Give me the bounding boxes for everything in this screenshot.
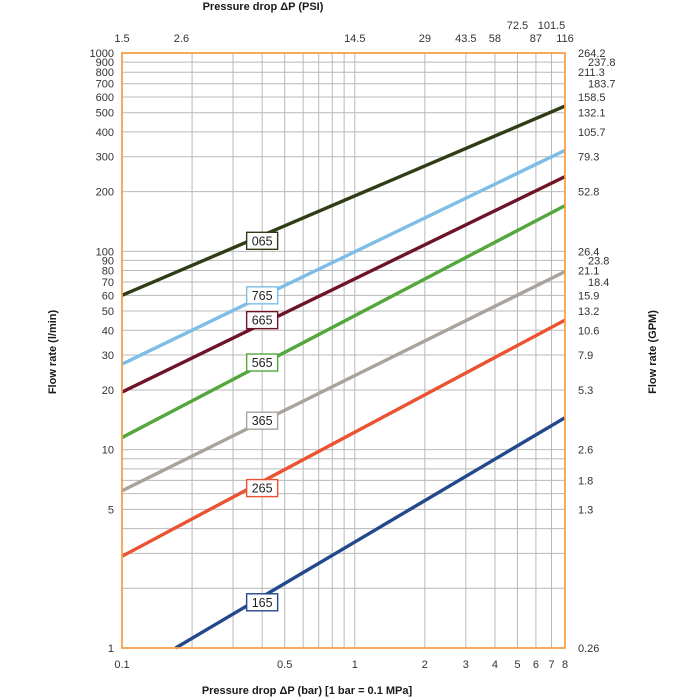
series-label-box bbox=[245, 593, 279, 612]
plot-frame bbox=[121, 52, 566, 649]
series-line-065 bbox=[121, 104, 566, 297]
series-line-365 bbox=[121, 270, 566, 493]
bottom-axis-title: Pressure drop ΔP (bar) [1 bar = 0.1 MPa] bbox=[202, 685, 413, 697]
y-tick-label: 50 bbox=[102, 306, 114, 318]
series-line-765 bbox=[121, 148, 566, 366]
right-tick-label: 211.3 bbox=[578, 67, 605, 79]
series-label: 265 bbox=[252, 482, 273, 496]
y-tick-label: 300 bbox=[96, 152, 114, 164]
y-tick-label: 100 bbox=[96, 246, 114, 258]
y-tick-label: 1 bbox=[108, 643, 114, 655]
series-labels: 065 765 665 565 365 265 165 bbox=[245, 231, 279, 612]
x-tick-label: 3 bbox=[463, 659, 469, 671]
top-tick-label: 87 bbox=[530, 33, 542, 45]
x-tick-label: 4 bbox=[492, 659, 498, 671]
right-tick-label: 105.7 bbox=[578, 127, 606, 139]
series-line-165 bbox=[174, 416, 566, 650]
y-tick-label: 600 bbox=[96, 92, 114, 104]
y-tick-label: 200 bbox=[96, 187, 114, 199]
right-tick-label: 158.5 bbox=[578, 92, 606, 104]
series-label-box bbox=[245, 411, 279, 430]
right-tick-label: 5.3 bbox=[578, 385, 593, 397]
y-tick-label: 90 bbox=[102, 255, 114, 267]
series-line-665 bbox=[121, 175, 566, 394]
right-tick-label: 52.8 bbox=[578, 187, 599, 199]
top-tick-label: 116 bbox=[556, 33, 574, 45]
y-tick-label: 1000 bbox=[90, 48, 114, 60]
right-tick-label: 10.6 bbox=[578, 325, 599, 337]
right-tick-label: 2.6 bbox=[578, 445, 593, 457]
right-tick-label: 13.2 bbox=[578, 306, 599, 318]
right-axis-title: Flow rate (GPM) bbox=[647, 310, 659, 394]
right-tick-label: 26.4 bbox=[578, 246, 599, 258]
series-label: 165 bbox=[252, 596, 273, 610]
y-tick-label: 800 bbox=[96, 67, 114, 79]
right-tick-label: 132.1 bbox=[578, 108, 606, 120]
right-tick-label: 18.4 bbox=[588, 277, 609, 289]
series-label: 065 bbox=[252, 234, 273, 248]
top-tick-label: 29 bbox=[419, 33, 431, 45]
right-tick-label: 15.9 bbox=[578, 290, 599, 302]
series-label-box bbox=[245, 286, 279, 305]
series-line-265 bbox=[121, 318, 566, 558]
x-tick-label: 7 bbox=[548, 659, 554, 671]
y-tick-label: 30 bbox=[102, 350, 114, 362]
top-tick-label: 58 bbox=[489, 33, 501, 45]
right-tick-label: 21.1 bbox=[578, 266, 599, 278]
right-tick-label: 7.9 bbox=[578, 350, 593, 362]
y-tick-label: 10 bbox=[102, 445, 114, 457]
y-tick-label: 80 bbox=[102, 266, 114, 278]
top-tick-label: 43.5 bbox=[455, 33, 476, 45]
grid bbox=[121, 52, 566, 649]
top-tick-label: 2.6 bbox=[174, 33, 189, 45]
x-tick-label: 1 bbox=[352, 659, 358, 671]
series-lines bbox=[121, 104, 566, 650]
right-tick-label: 1.8 bbox=[578, 475, 593, 487]
right-tick-label: 264.2 bbox=[578, 48, 606, 60]
right-tick-label: 183.7 bbox=[588, 79, 616, 91]
x-tick-label: 6 bbox=[533, 659, 539, 671]
top-tick-label: 14.5 bbox=[344, 33, 365, 45]
y-tick-label: 5 bbox=[108, 504, 114, 516]
series-label-box bbox=[245, 478, 279, 498]
top-tick-label: 1.5 bbox=[114, 33, 129, 45]
series-label-box bbox=[245, 310, 279, 330]
top-tick-label: 72.5 bbox=[507, 20, 528, 32]
x-tick-label: 8 bbox=[562, 659, 568, 671]
x-tick-label: 0.5 bbox=[277, 659, 292, 671]
right-tick-label: 79.3 bbox=[578, 152, 599, 164]
x-tick-label: 5 bbox=[514, 659, 520, 671]
right-tick-label: 237.8 bbox=[588, 57, 616, 69]
series-label: 565 bbox=[252, 356, 273, 370]
top-tick-label: 101.5 bbox=[538, 20, 566, 32]
y-tick-label: 20 bbox=[102, 385, 114, 397]
series-label-box bbox=[245, 231, 279, 251]
x-tick-label: 2 bbox=[422, 659, 428, 671]
series-label: 765 bbox=[252, 289, 273, 303]
y-tick-label: 900 bbox=[96, 57, 114, 69]
y-tick-label: 700 bbox=[96, 79, 114, 91]
x-tick-label: 0.1 bbox=[114, 659, 129, 671]
right-tick-label: 0.26 bbox=[578, 643, 599, 655]
series-line-565 bbox=[121, 204, 566, 440]
top-axis-title: Pressure drop ΔP (PSI) bbox=[203, 1, 324, 13]
right-tick-label: 23.8 bbox=[588, 255, 609, 267]
plot-border bbox=[121, 52, 566, 649]
series-label: 365 bbox=[252, 414, 273, 428]
y-tick-label: 60 bbox=[102, 290, 114, 302]
series-label: 665 bbox=[252, 314, 273, 328]
series-label-box bbox=[245, 353, 279, 372]
y-tick-label: 40 bbox=[102, 325, 114, 337]
left-axis-title: Flow rate (l/min) bbox=[47, 309, 59, 394]
y-tick-label: 400 bbox=[96, 127, 114, 139]
right-tick-label: 1.3 bbox=[578, 504, 593, 516]
y-tick-label: 70 bbox=[102, 277, 114, 289]
y-tick-label: 500 bbox=[96, 108, 114, 120]
